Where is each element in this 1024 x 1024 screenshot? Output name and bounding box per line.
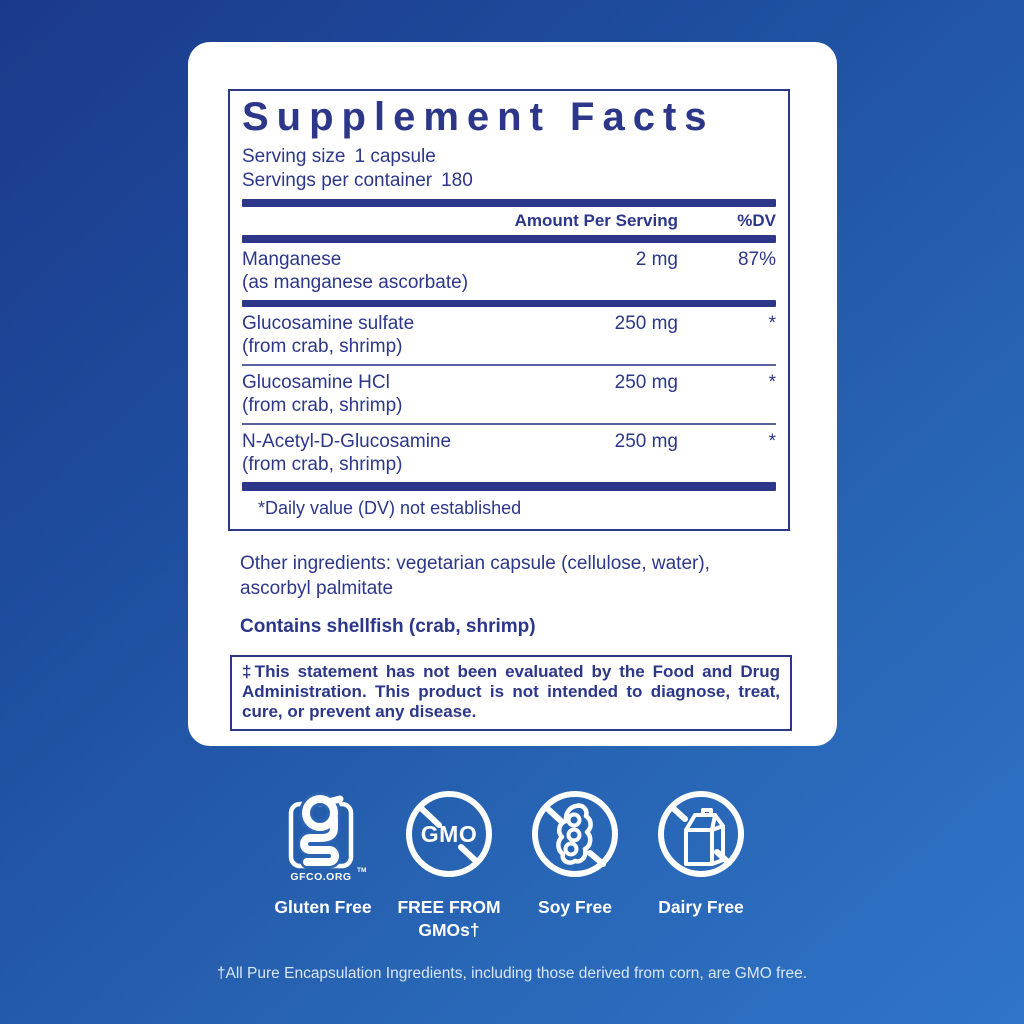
gmo-circle-text: GMO bbox=[421, 821, 477, 847]
nutrient-row: Glucosamine sulfate (from crab, shrimp) … bbox=[242, 307, 776, 364]
nutrient-name: Glucosamine HCl bbox=[242, 371, 390, 393]
panel-title: Supplement Facts bbox=[242, 95, 715, 139]
servings-per-container-value: 180 bbox=[441, 169, 473, 191]
divider-bar bbox=[242, 299, 776, 307]
nutrient-row: Manganese (as manganese ascorbate) 2 mg … bbox=[242, 243, 776, 300]
divider-bar bbox=[242, 198, 776, 207]
badge-label: Gluten Free bbox=[274, 897, 372, 917]
serving-size-label: Serving size bbox=[242, 145, 346, 167]
trademark-text: TM bbox=[357, 867, 366, 874]
dv-column-header: %DV bbox=[737, 210, 776, 230]
servings-per-container-label: Servings per container bbox=[242, 169, 433, 191]
divider-line bbox=[242, 363, 776, 366]
nutrient-name: Manganese bbox=[242, 248, 342, 270]
badge-gluten-free: GFCO.ORG TM Gluten Free bbox=[260, 788, 386, 942]
dairy-free-icon bbox=[658, 791, 744, 877]
no-gmo-icon: GMO bbox=[406, 791, 492, 877]
servings-per-container-row: Servings per container 180 bbox=[242, 169, 776, 193]
nutrient-source: (from crab, shrimp) bbox=[242, 335, 403, 357]
nutrient-name: N-Acetyl-D-Glucosamine bbox=[242, 430, 452, 452]
nutrient-amount: 2 mg bbox=[635, 248, 678, 270]
supplement-facts-panel: Supplement Facts Serving size 1 capsule S… bbox=[228, 89, 790, 531]
badge-soy-free: Soy Free bbox=[512, 788, 638, 942]
gfco-org-text: GFCO.ORG bbox=[290, 871, 351, 883]
column-header-row: Amount Per Serving %DV bbox=[242, 207, 776, 235]
gmo-footnote: †All Pure Encapsulation Ingredients, inc… bbox=[216, 965, 808, 982]
other-ingredients: Other ingredients: vegetarian capsule (c… bbox=[240, 552, 710, 599]
nutrient-source: (as manganese ascorbate) bbox=[242, 271, 469, 293]
divider-bar bbox=[242, 234, 776, 243]
certification-badges: GFCO.ORG TM Gluten Free GMO FREE FROM GM… bbox=[0, 788, 1024, 942]
allergen-statement: Contains shellfish (crab, shrimp) bbox=[240, 615, 536, 637]
nutrient-dv: 87% bbox=[737, 248, 776, 270]
nutrient-dv: * bbox=[768, 371, 776, 393]
nutrient-amount: 250 mg bbox=[614, 371, 678, 393]
badge-label: Soy Free bbox=[538, 897, 612, 917]
nutrient-name: Glucosamine sulfate bbox=[242, 312, 415, 334]
nutrient-row: Glucosamine HCl (from crab, shrimp) 250 … bbox=[242, 366, 776, 423]
fda-disclaimer-box: ‡This statement has not been evaluated b… bbox=[230, 654, 792, 731]
nutrient-row: N-Acetyl-D-Glucosamine (from crab, shrim… bbox=[242, 425, 776, 482]
badge-label: Dairy Free bbox=[658, 897, 744, 917]
nutrient-dv: * bbox=[768, 430, 776, 452]
serving-size-row: Serving size 1 capsule bbox=[242, 145, 776, 169]
divider-line bbox=[242, 422, 776, 425]
nutrient-amount: 250 mg bbox=[614, 312, 678, 334]
nutrient-amount: 250 mg bbox=[614, 430, 678, 452]
badge-label-line1: FREE FROM bbox=[397, 897, 501, 917]
dv-footnote: *Daily value (DV) not established bbox=[258, 497, 522, 518]
gfco-gluten-free-icon: GFCO.ORG TM bbox=[288, 792, 366, 883]
nutrient-source: (from crab, shrimp) bbox=[242, 394, 403, 416]
badge-gmo-free: GMO FREE FROM GMOs† bbox=[386, 788, 512, 942]
soy-free-icon bbox=[532, 791, 618, 877]
badge-dairy-free: Dairy Free bbox=[638, 788, 764, 942]
nutrient-dv: * bbox=[768, 312, 776, 334]
serving-size-value: 1 capsule bbox=[354, 145, 436, 167]
nutrient-source: (from crab, shrimp) bbox=[242, 453, 403, 475]
product-label-card: Supplement Facts Serving size 1 capsule S… bbox=[188, 42, 837, 746]
divider-bar bbox=[242, 481, 776, 491]
badge-label-line2: GMOs† bbox=[418, 920, 480, 941]
amount-column-header: Amount Per Serving bbox=[514, 210, 678, 230]
